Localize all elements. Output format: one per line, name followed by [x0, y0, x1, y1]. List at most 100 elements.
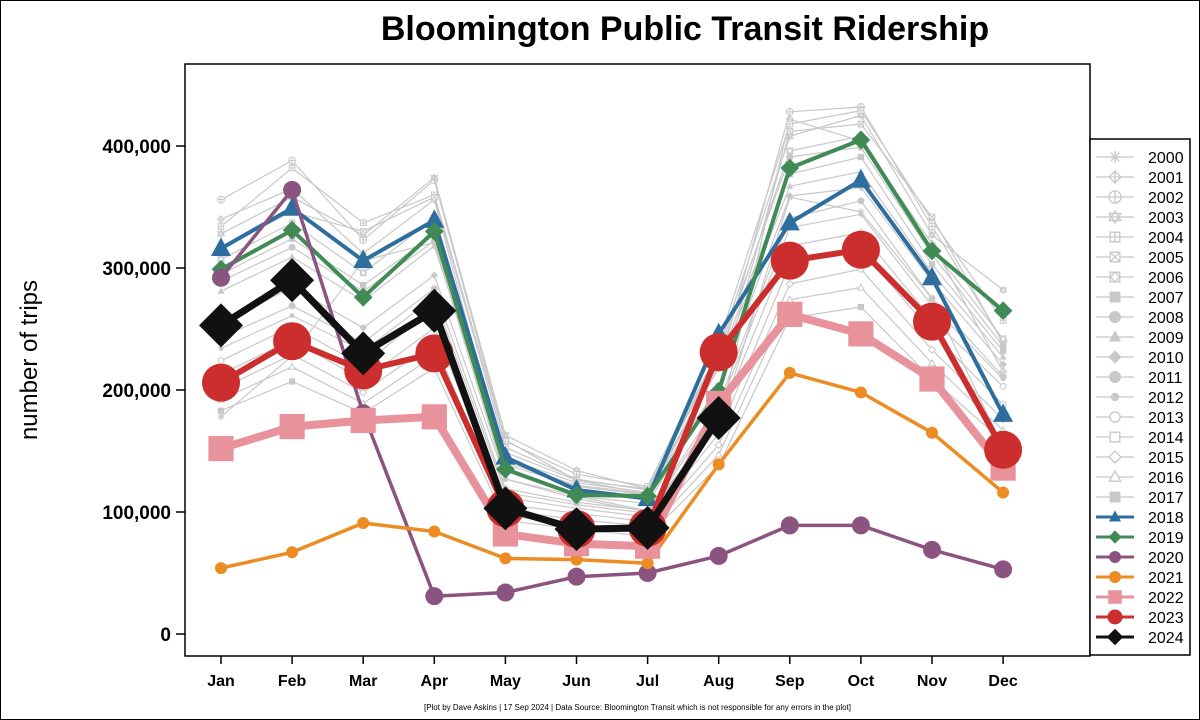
data-point-2022-Oct: [848, 321, 874, 347]
data-point-2021-Sep: [783, 366, 796, 379]
data-point-2000-Jan: [217, 413, 225, 421]
data-point-2018-Nov: [922, 266, 942, 286]
legend-entry-2004: 2004: [1096, 230, 1184, 247]
data-point-2017-Oct: [857, 303, 865, 311]
series-line-2007: [220, 156, 1004, 495]
legend-entry-2021: 2021: [1096, 570, 1184, 587]
x-tick-label-May: May: [490, 673, 521, 690]
legend-entry-2023: 2023: [1096, 609, 1184, 627]
legend-entry-2008: 2008: [1096, 310, 1184, 327]
data-point-2007-Mar: [360, 281, 367, 289]
data-point-2008-Feb: [288, 243, 296, 251]
data-point-2009-Sep: [786, 182, 794, 189]
data-point-2004-Mar: [359, 219, 367, 227]
legend-label-2023: 2023: [1148, 610, 1184, 627]
data-point-2012-Feb: [289, 313, 295, 319]
legend-label-2008: 2008: [1148, 310, 1184, 327]
legend-label-2021: 2021: [1148, 570, 1184, 587]
data-point-2013-Jan: [217, 357, 225, 365]
legend-marker-2023: [1107, 609, 1123, 625]
data-point-2020-Oct: [851, 516, 870, 535]
legend-entry-2022: 2022: [1096, 590, 1184, 607]
series-layer: [199, 102, 1023, 606]
data-point-2004-Jan: [217, 223, 225, 230]
data-point-2021-Jun: [570, 553, 583, 566]
series-2014: [217, 246, 1007, 526]
y-tick-label: 400,000: [102, 137, 171, 158]
legend-label-2022: 2022: [1148, 590, 1184, 607]
data-point-2021-Nov: [926, 426, 938, 439]
legend-label-2003: 2003: [1148, 210, 1184, 227]
legend-marker-2021: [1109, 571, 1121, 583]
data-point-2016-Oct: [856, 282, 866, 291]
data-point-2016-Aug: [714, 450, 723, 458]
series-line-2004: [220, 109, 1004, 487]
data-point-2023-Sep: [770, 241, 809, 280]
legend-entry-2024: 2024: [1096, 628, 1184, 647]
x-tick-label-Apr: Apr: [421, 673, 449, 690]
data-point-2022-Apr: [421, 404, 447, 430]
data-point-2015-Mar: [358, 388, 368, 397]
series-line-2020: [219, 188, 1005, 598]
legend-marker-2019: [1108, 530, 1122, 544]
legend-marker-2017: [1109, 491, 1121, 503]
legend-label-2011: 2011: [1148, 370, 1183, 387]
data-point-2007-Nov: [928, 261, 936, 268]
data-point-2024-Feb: [270, 258, 315, 303]
data-point-2021-Aug: [712, 458, 725, 471]
data-point-2010-May: [501, 475, 510, 483]
series-line-2008: [220, 146, 1004, 494]
data-point-2024-May: [483, 486, 528, 531]
series-2021: [215, 366, 1010, 575]
series-2010: [217, 183, 1007, 508]
data-point-2022-Mar: [350, 407, 376, 434]
data-point-2010-Sep: [785, 192, 794, 200]
series-2008: [217, 143, 1007, 496]
legend-label-2007: 2007: [1148, 290, 1184, 307]
data-point-2021-Jan: [215, 562, 227, 575]
data-point-2011-Oct: [857, 197, 865, 205]
legend-marker-2013: [1109, 411, 1121, 423]
data-point-2019-Nov: [922, 241, 942, 261]
data-point-2016-Feb: [287, 362, 297, 370]
data-point-2008-Sep: [786, 153, 794, 161]
legend-entry-2014: 2014: [1096, 430, 1184, 447]
y-tick-label: 200,000: [102, 381, 171, 402]
data-point-2003-Apr: [430, 173, 439, 183]
legend-marker-2018: [1109, 510, 1121, 522]
data-point-2020-Dec: [994, 560, 1013, 579]
data-point-2019-Apr: [424, 222, 444, 241]
data-point-2020-Sep: [780, 516, 799, 535]
data-point-2003-Dec: [998, 285, 1008, 295]
legend-entry-2020: 2020: [1096, 550, 1184, 567]
legend-marker-2015: [1108, 450, 1122, 464]
legend-label-2004: 2004: [1148, 230, 1184, 247]
data-point-2011-Nov: [928, 295, 936, 302]
legend-label-2001: 2001: [1148, 170, 1184, 187]
data-point-2021-Feb: [286, 546, 299, 559]
series-line-2011: [220, 200, 1004, 512]
legend-marker-2020: [1109, 551, 1121, 563]
series-2012: [218, 211, 1006, 516]
data-point-2023-Oct: [841, 230, 880, 269]
data-point-2021-Mar: [357, 516, 370, 529]
x-tick-label-Jan: Jan: [207, 673, 235, 690]
series-line-2009: [220, 171, 1004, 496]
data-point-2015-Nov: [927, 345, 937, 354]
legend-label-2010: 2010: [1148, 350, 1184, 367]
legend-marker-2005: [1109, 251, 1121, 263]
data-point-2020-Nov: [923, 540, 941, 559]
data-point-2009-Feb: [288, 253, 296, 260]
legend-entry-2002: 2002: [1096, 190, 1184, 207]
series-line-2002: [220, 106, 1004, 495]
legend-entry-2005: 2005: [1096, 250, 1184, 267]
legend-entry-2019: 2019: [1096, 530, 1184, 547]
data-point-2021-May: [499, 552, 512, 565]
data-point-2020-Jan: [212, 268, 230, 287]
series-2005: [217, 120, 1007, 494]
y-tick-label: 100,000: [102, 503, 171, 524]
legend-marker-2008: [1109, 311, 1121, 323]
legend-entry-2000: 2000: [1096, 150, 1184, 167]
data-point-2023-Nov: [913, 302, 951, 341]
legend-label-2002: 2002: [1148, 190, 1184, 207]
